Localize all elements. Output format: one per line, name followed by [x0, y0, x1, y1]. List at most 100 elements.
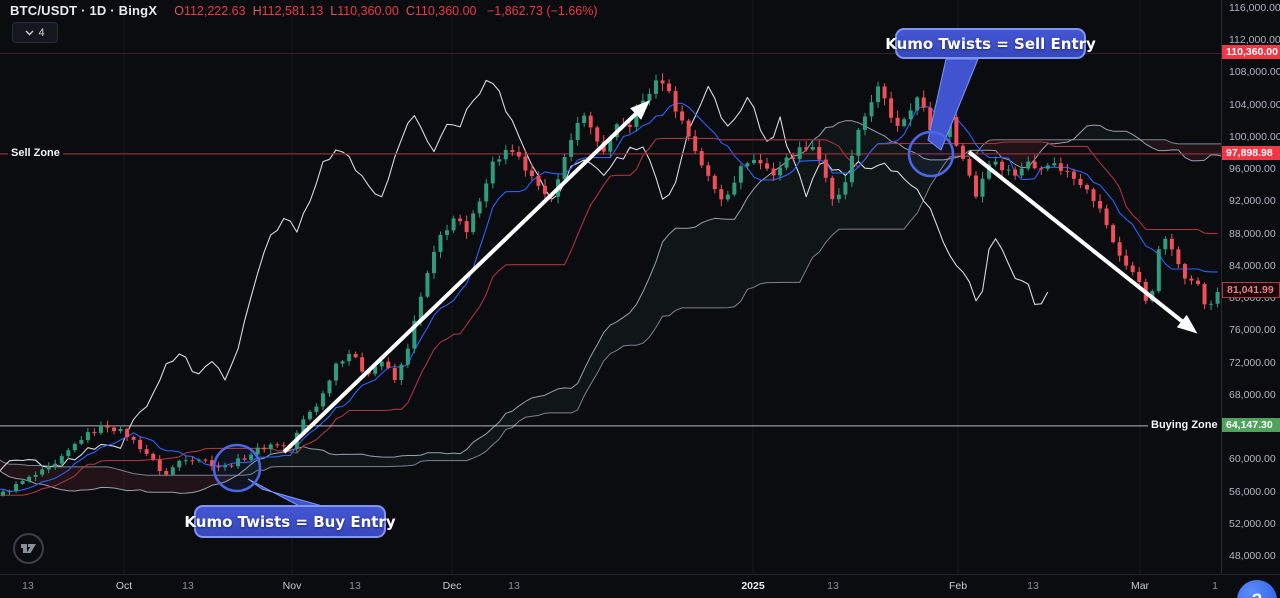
- low-label: L: [330, 4, 338, 18]
- price-axis-label: 84,000.00: [1229, 259, 1276, 272]
- candle-body: [1215, 292, 1220, 304]
- candle-body: [1019, 168, 1024, 176]
- candle-body: [686, 120, 691, 137]
- candle-body: [105, 425, 110, 428]
- candle-body: [849, 155, 854, 183]
- candle-body: [856, 129, 861, 156]
- candle-body: [1, 491, 5, 496]
- price-axis-label: 56,000.00: [1229, 485, 1276, 498]
- indicators-collapse-button[interactable]: 4: [12, 22, 58, 43]
- candle-body: [1058, 163, 1063, 171]
- candle-body: [170, 467, 175, 475]
- candle-body: [131, 437, 136, 440]
- candle-body: [360, 357, 365, 372]
- candle-body: [758, 159, 763, 164]
- candle-body: [1078, 178, 1083, 185]
- candle-body: [869, 102, 874, 117]
- candle-body: [373, 366, 378, 374]
- candle-body: [738, 166, 743, 183]
- candle-body: [281, 445, 286, 447]
- time-axis-label: 13: [827, 580, 839, 592]
- candle-body: [569, 139, 574, 157]
- candle-body: [183, 460, 188, 462]
- candle-body: [536, 176, 541, 186]
- candle-body: [980, 178, 985, 197]
- candle-body: [732, 182, 737, 195]
- buying-zone-label[interactable]: Buying Zone: [1148, 418, 1221, 431]
- sell-zone-label[interactable]: Sell Zone: [8, 146, 63, 159]
- candle-body: [340, 361, 345, 364]
- chart-canvas[interactable]: [0, 0, 1222, 575]
- candle-body: [823, 159, 828, 178]
- candle-body: [1156, 249, 1161, 291]
- candle-body: [216, 466, 221, 468]
- candle-body: [1084, 185, 1089, 190]
- change-value: −1,862.73 (−1.66%): [487, 4, 598, 18]
- price-axis-label: 48,000.00: [1229, 550, 1276, 562]
- buy-entry-callout[interactable]: Kumo Twists = Buy Entry: [184, 505, 396, 538]
- candle-body: [1052, 163, 1057, 166]
- candle-body: [608, 137, 613, 152]
- price-axis-label: 76,000.00: [1229, 324, 1276, 337]
- candle-body: [967, 158, 972, 176]
- candle-body: [320, 393, 325, 407]
- symbol-title[interactable]: BTC/USDT · 1D · BingX: [10, 3, 158, 18]
- candle-body: [836, 194, 841, 200]
- candle-body: [1182, 264, 1187, 279]
- candle-body: [1071, 171, 1076, 179]
- time-axis-label: Feb: [948, 580, 968, 592]
- candle-body: [516, 152, 521, 157]
- candle-body: [673, 91, 678, 112]
- candle-body: [477, 201, 482, 214]
- candle-body: [693, 136, 698, 152]
- candle-body: [595, 127, 600, 142]
- candle-body: [1117, 242, 1122, 256]
- candle-body: [307, 411, 312, 420]
- candle-body: [889, 98, 894, 118]
- candle-body: [706, 165, 711, 176]
- candle-body: [412, 320, 417, 349]
- time-axis-label: Oct: [115, 580, 133, 592]
- price-axis-label: 108,000.00: [1229, 66, 1280, 79]
- sell-twist-circle[interactable]: [907, 130, 955, 178]
- help-button[interactable]: ?: [1237, 580, 1277, 598]
- candle-body: [379, 361, 384, 367]
- price-axis-label: 88,000.00: [1229, 227, 1276, 240]
- candle-body: [223, 465, 228, 468]
- candle-body: [928, 107, 933, 131]
- candle-body: [895, 117, 900, 126]
- candle-body: [7, 491, 12, 493]
- ichimoku-cloud: [0, 460, 239, 494]
- buy-twist-circle[interactable]: [212, 443, 262, 493]
- price-axis-label: 104,000.00: [1229, 98, 1280, 111]
- time-axis-label: 13: [22, 580, 34, 592]
- tradingview-logo[interactable]: [12, 532, 45, 565]
- time-axis-label: 13: [349, 580, 361, 592]
- candle-body: [1195, 280, 1200, 284]
- uptrend-arrow[interactable]: [282, 100, 651, 454]
- candle-body: [451, 218, 456, 231]
- time-axis[interactable]: 13 Oct 13 Nov 13 Dec 13 2025 13 Feb 13 Mar 1: [0, 574, 1280, 598]
- time-axis-label: Mar: [1130, 580, 1150, 592]
- candle-body: [164, 471, 169, 475]
- candle-body: [745, 163, 750, 167]
- candle-body: [778, 167, 783, 176]
- candle-body: [882, 86, 887, 99]
- candle-body: [902, 119, 907, 126]
- candle-body: [125, 429, 130, 437]
- open-value: 112,222.63: [183, 4, 246, 18]
- sell-entry-callout[interactable]: Kumo Twists = Sell Entry: [885, 28, 1096, 59]
- price-axis-label: 92,000.00: [1229, 195, 1276, 208]
- candle-body: [647, 93, 652, 101]
- candle-body: [725, 194, 730, 200]
- candle-body: [699, 151, 704, 166]
- downtrend-arrow[interactable]: [967, 150, 1198, 334]
- candle-body: [954, 116, 959, 146]
- candle-body: [229, 465, 234, 467]
- candle-body: [85, 432, 90, 440]
- candle-body: [144, 449, 149, 454]
- candle-body: [712, 175, 717, 190]
- candle-body: [66, 450, 71, 457]
- price-axis[interactable]: 116,000.00 112,000.00 108,000.00 104,000.00…: [1221, 0, 1280, 575]
- time-axis-label: Nov: [282, 580, 302, 592]
